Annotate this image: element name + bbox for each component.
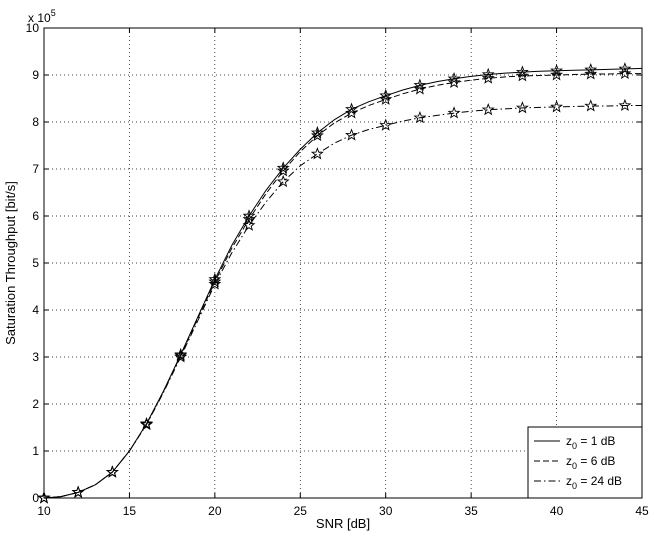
legend-label-rest: = 1 dB: [577, 434, 615, 448]
star-marker: [140, 417, 153, 431]
star-marker: [242, 212, 256, 225]
legend-entry-label: z0 = 6 dB: [566, 454, 615, 471]
legend-label-rest: = 6 dB: [577, 454, 615, 468]
star-marker: [515, 65, 529, 78]
x-tick-label: 30: [379, 504, 393, 518]
star-marker: [481, 67, 495, 81]
star-marker: [276, 174, 290, 188]
legend-label-rest: = 24 dB: [577, 474, 622, 488]
star-marker: [276, 164, 290, 177]
star-marker: [242, 218, 256, 231]
legend-entry-label: z0 = 24 dB: [566, 474, 622, 491]
legend-box: [527, 426, 643, 499]
star-marker: [447, 71, 461, 85]
star-marker: [345, 106, 358, 119]
x-tick-label: 10: [37, 504, 51, 518]
x-tick-label: 40: [550, 504, 564, 518]
star-marker: [208, 275, 222, 288]
y-tick-label: 2: [32, 397, 39, 411]
star-marker: [550, 100, 564, 113]
star-marker: [345, 128, 358, 141]
star-marker: [618, 66, 632, 80]
series-layer: [37, 62, 643, 504]
star-marker: [310, 147, 324, 160]
star-marker: [379, 88, 393, 102]
star-marker: [481, 102, 495, 116]
star-marker: [310, 128, 324, 142]
star-marker: [550, 68, 564, 81]
star-marker: [515, 101, 529, 114]
y-axis-label: Saturation Throughput [bit/s]: [3, 181, 18, 345]
y-tick-label: 0: [32, 491, 39, 505]
y-tick-label: 3: [32, 350, 39, 364]
legend-label-main: z: [566, 454, 572, 468]
star-marker: [584, 63, 598, 76]
x-tick-label: 45: [635, 504, 649, 518]
y-tick-label: 9: [32, 68, 39, 82]
y-multiplier-label: x 105: [28, 8, 56, 25]
y-tick-label: 5: [32, 256, 39, 270]
star-marker: [515, 69, 529, 82]
star-marker: [413, 82, 427, 95]
star-marker: [584, 99, 598, 112]
star-marker: [481, 71, 495, 84]
star-marker: [174, 350, 188, 363]
y-multiplier-exponent: 5: [51, 8, 56, 18]
legend-label-subscript: 0: [572, 441, 577, 451]
x-axis-label: SNR [dB]: [316, 516, 370, 531]
series-3: [37, 98, 642, 504]
y-tick-label: 7: [32, 162, 39, 176]
legend-entry-label: z0 = 1 dB: [566, 434, 615, 451]
star-marker: [618, 62, 632, 75]
y-tick-label: 4: [32, 303, 39, 317]
star-marker: [71, 485, 85, 498]
legend-label-main: z: [566, 434, 572, 448]
x-tick-label: 15: [123, 504, 137, 518]
y-tick-label: 6: [32, 209, 39, 223]
star-marker: [413, 110, 427, 124]
star-marker: [618, 98, 632, 112]
y-tick-label: 10: [26, 21, 40, 35]
star-marker: [447, 106, 461, 119]
star-marker: [345, 102, 358, 115]
star-marker: [379, 118, 393, 131]
star-marker: [105, 465, 119, 478]
legend-label-subscript: 0: [572, 481, 577, 491]
star-marker: [447, 75, 461, 89]
star-marker: [550, 63, 564, 77]
legend-label-subscript: 0: [572, 461, 577, 471]
x-tick-label: 20: [208, 504, 222, 518]
y-tick-label: 1: [32, 444, 39, 458]
y-tick-label: 8: [32, 115, 39, 129]
star-marker: [584, 67, 598, 80]
x-tick-label: 25: [294, 504, 308, 518]
legend-label-main: z: [566, 474, 572, 488]
star-marker: [413, 78, 427, 91]
x-tick-label: 35: [464, 504, 478, 518]
star-marker: [242, 209, 256, 222]
star-marker: [37, 491, 51, 504]
y-multiplier-base: x 10: [28, 11, 51, 25]
star-marker: [208, 277, 222, 290]
star-marker: [379, 92, 393, 105]
